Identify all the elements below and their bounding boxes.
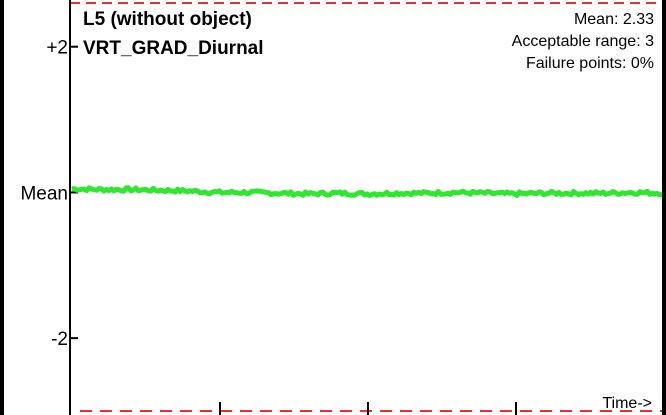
left-frame-edge bbox=[0, 0, 4, 415]
chart-title-line2: VRT_GRAD_Diurnal bbox=[83, 38, 264, 59]
failure-points-stat: Failure points: 0% bbox=[525, 55, 654, 72]
y-tick-label: -2 bbox=[51, 329, 68, 350]
x-axis-label: Time-> bbox=[602, 395, 652, 412]
y-tick-label: Mean bbox=[20, 183, 68, 204]
y-axis-ticks: +2 Mean -2 bbox=[20, 38, 78, 350]
right-frame-edge bbox=[662, 0, 666, 415]
x-axis-ticks bbox=[219, 402, 517, 415]
series-line bbox=[71, 185, 663, 198]
chart-title-line1: L5 (without object) bbox=[83, 9, 252, 30]
mean-stat: Mean: 2.33 bbox=[573, 11, 654, 28]
y-tick-label: +2 bbox=[46, 38, 68, 59]
acceptable-range-stat: Acceptable range: 3 bbox=[511, 33, 654, 50]
